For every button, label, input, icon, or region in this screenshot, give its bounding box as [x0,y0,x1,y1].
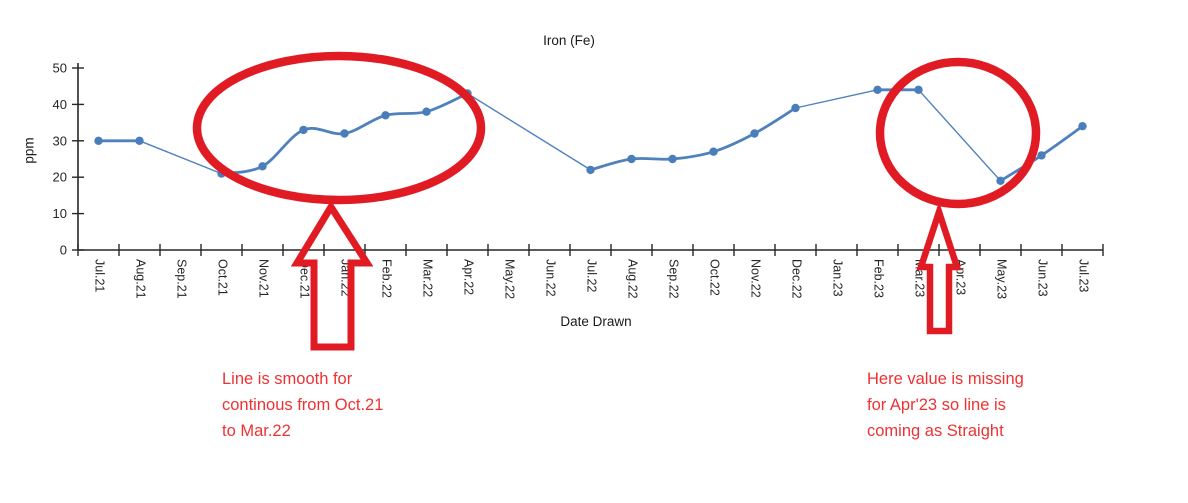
data-point [668,154,677,164]
x-tick-label: Nov.21 [257,259,271,298]
gap-bridge-line [917,89,1002,182]
data-point [258,162,267,171]
y-tick-label: 10 [53,206,67,221]
gap-bridge-line [139,140,222,175]
x-tick-label: Mar.22 [421,259,435,297]
x-tick-label: Feb.22 [380,259,394,298]
data-point [586,165,595,175]
x-tick-label: Jun.23 [1036,259,1050,297]
annotation-shapes [192,51,1041,351]
x-tick-label: Nov.22 [749,259,763,298]
left-annotation-text: Line is smooth for continous from Oct.21… [222,370,384,440]
missing-region-circle [875,57,1041,209]
data-point [791,103,800,113]
y-tick-label: 40 [53,97,67,112]
x-tick-label: Sep.21 [175,259,189,299]
right-up-arrow [916,201,962,335]
data-point [627,154,636,164]
x-tick-label: Jan.23 [831,259,845,297]
chart-title: Iron (Fe) [543,33,595,48]
x-axis-label: Date Drawn [560,314,632,329]
series-line [589,106,797,172]
y-axis-label: ppm [21,137,37,164]
data-point [873,85,882,95]
data-point [422,107,431,116]
x-tick-label: May.23 [995,259,1009,299]
data-point [709,147,718,156]
x-tick-label: Jul.23 [1077,259,1091,292]
data-point [340,129,349,138]
gap-bridge-line [795,89,878,109]
y-tick-label: 50 [53,61,67,76]
x-tick-label: Feb.23 [872,259,886,298]
x-tick-label: Dec.22 [790,259,804,299]
x-tick-label: Jul.21 [93,259,107,292]
y-tick-label: 20 [53,170,67,185]
data-point [1037,151,1046,160]
smooth-region-ellipse [192,51,486,205]
data-point [1078,122,1087,131]
left-up-arrow [290,200,374,351]
x-tick-label: Aug.21 [134,259,148,299]
data-point [914,85,923,95]
chart-plot: 0 10 20 30 40 50 Jul.21 Aug.21 Sep.21 Oct.21 Nov.2… [53,61,1104,299]
x-tick-label: May.22 [503,259,517,299]
y-tick-label: 0 [60,243,67,258]
x-tick-label: Oct.21 [216,259,230,296]
data-point [996,176,1005,185]
data-point [299,125,308,135]
x-tick-label: Jun.22 [544,259,558,297]
data-point [135,136,144,145]
x-tick-label: Jul.22 [585,259,599,292]
right-annotation-text: Here value is missing for Apr'23 so line… [867,370,1024,440]
x-tick-label: Apr.22 [462,259,476,295]
gap-bridge-line [467,92,591,171]
data-point [94,136,103,145]
y-tick-label: 30 [53,133,67,148]
x-tick-label: Sep.22 [667,259,681,299]
data-point [750,129,759,138]
x-tick-label: Oct.22 [708,259,722,296]
x-tick-label: Dec.21 [298,259,312,299]
x-tick-label: Aug.22 [626,259,640,299]
data-point [381,111,390,120]
